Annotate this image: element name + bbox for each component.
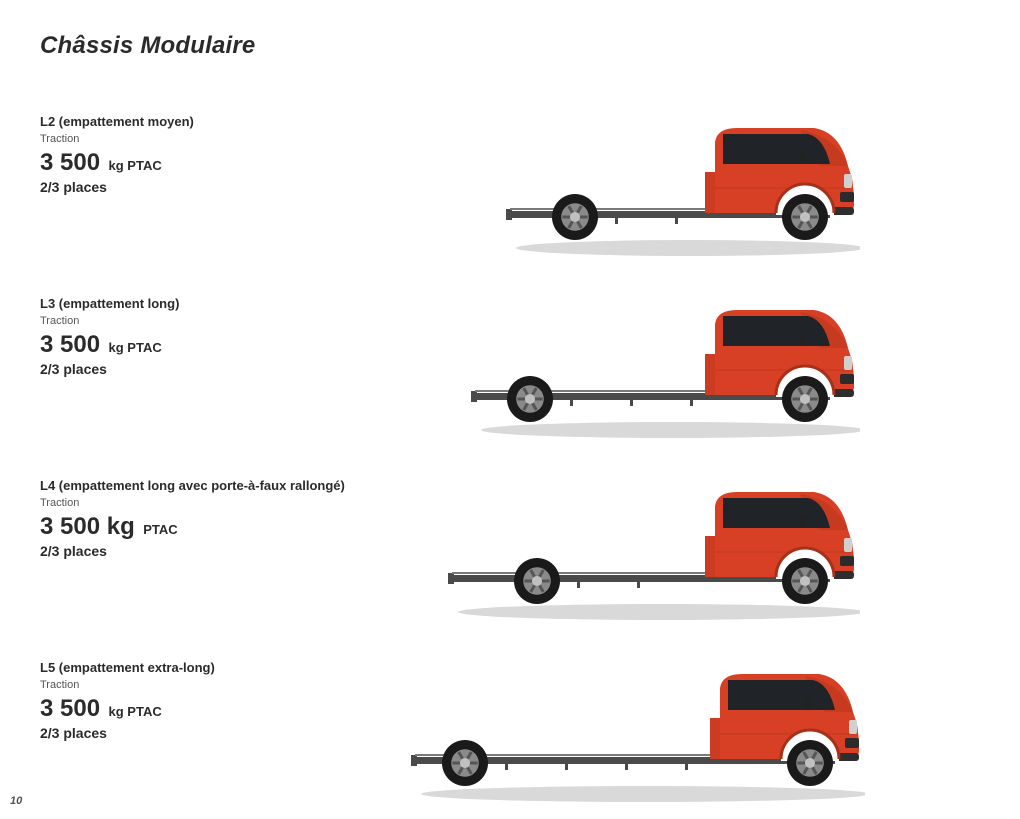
- variant-weight-unit: PTAC: [143, 522, 177, 537]
- variant-drive: Traction: [40, 315, 179, 327]
- variant-specs: L2 (empattement moyen) Traction 3 500 kg…: [40, 114, 194, 195]
- variant-weight-unit: kg PTAC: [109, 158, 162, 173]
- variant-seats: 2/3 places: [40, 179, 194, 195]
- variant-weight: 3 500: [40, 695, 100, 723]
- brochure-page: Châssis Modulaire L2 (empattement moyen)…: [0, 0, 1020, 819]
- variant-specs: L4 (empattement long avec porte-à-faux r…: [40, 478, 345, 559]
- vehicle-illustration: [465, 290, 860, 440]
- vehicle-illustration: [405, 654, 865, 804]
- vehicle-illustration: [500, 108, 860, 258]
- page-title: Châssis Modulaire: [40, 32, 980, 60]
- variant-row: L4 (empattement long avec porte-à-faux r…: [40, 448, 980, 630]
- variant-row: L5 (empattement extra-long) Traction 3 5…: [40, 630, 980, 812]
- variant-model: L5 (empattement extra-long): [40, 660, 215, 675]
- variant-list: L2 (empattement moyen) Traction 3 500 kg…: [40, 84, 980, 812]
- variant-weight-line: 3 500 kg PTAC: [40, 513, 345, 541]
- variant-drive: Traction: [40, 497, 345, 509]
- variant-row: L3 (empattement long) Traction 3 500 kg …: [40, 266, 980, 448]
- variant-seats: 2/3 places: [40, 361, 179, 377]
- variant-weight-unit: kg PTAC: [109, 340, 162, 355]
- variant-drive: Traction: [40, 679, 215, 691]
- variant-seats: 2/3 places: [40, 725, 215, 741]
- variant-seats: 2/3 places: [40, 543, 345, 559]
- variant-specs: L3 (empattement long) Traction 3 500 kg …: [40, 296, 179, 377]
- vehicle-illustration: [442, 472, 860, 622]
- variant-model: L2 (empattement moyen): [40, 114, 194, 129]
- variant-weight-line: 3 500 kg PTAC: [40, 331, 179, 359]
- variant-weight-unit: kg PTAC: [109, 704, 162, 719]
- variant-model: L3 (empattement long): [40, 296, 179, 311]
- variant-model: L4 (empattement long avec porte-à-faux r…: [40, 478, 345, 493]
- variant-weight-line: 3 500 kg PTAC: [40, 695, 215, 723]
- page-number: 10: [10, 795, 22, 807]
- variant-weight: 3 500 kg: [40, 513, 135, 541]
- variant-specs: L5 (empattement extra-long) Traction 3 5…: [40, 660, 215, 741]
- variant-weight: 3 500: [40, 149, 100, 177]
- variant-weight: 3 500: [40, 331, 100, 359]
- variant-drive: Traction: [40, 133, 194, 145]
- variant-weight-line: 3 500 kg PTAC: [40, 149, 194, 177]
- variant-row: L2 (empattement moyen) Traction 3 500 kg…: [40, 84, 980, 266]
